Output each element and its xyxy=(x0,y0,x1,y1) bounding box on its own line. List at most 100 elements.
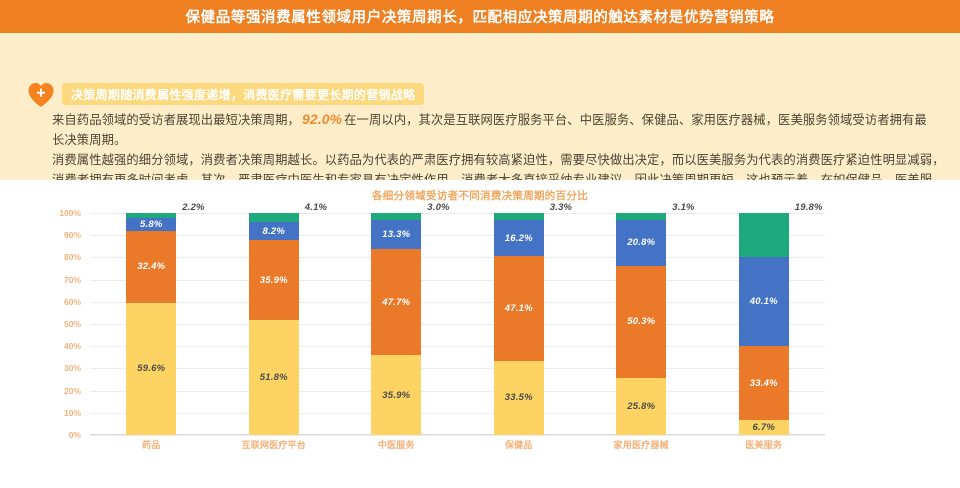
y-axis-tick: 100% xyxy=(59,208,81,218)
x-axis-label: 家用医疗器械 xyxy=(613,440,669,450)
bar-group[interactable]: 51.8% 35.9% 8.2% 4.1% xyxy=(213,202,336,435)
bar-segment[interactable]: 19.8% xyxy=(738,202,822,257)
p1-text-before: 来自药品领域的受访者展现出最短决策周期， xyxy=(52,113,300,127)
gridline xyxy=(90,368,825,369)
bar-group[interactable]: 25.8% 50.3% 20.8% 3.1% xyxy=(580,202,703,435)
y-axis-tick: 10% xyxy=(63,408,81,418)
chart-x-labels: 药品 互联网医疗平台 中医服务 保健品 家用医疗器械 医美服务 xyxy=(90,438,825,451)
bar-value-label: 35.9% xyxy=(259,274,288,286)
p1-text-after: 在一周以内，其次是互联网医疗服务平台、中医服务、保健品、家用医疗器械，医美服务领… xyxy=(344,113,927,127)
bar-segment[interactable]: 33.5% xyxy=(493,360,544,435)
chart-x-axis xyxy=(90,434,825,435)
bar-value-label: 35.9% xyxy=(382,389,411,401)
gridline xyxy=(90,302,825,303)
bar-segment[interactable]: 33.4% xyxy=(738,346,789,421)
bar-segment[interactable]: 5.8% xyxy=(126,217,177,231)
bar-segment[interactable]: 20.8% xyxy=(616,219,667,267)
bar-segment[interactable]: 35.9% xyxy=(371,355,422,435)
bar-segment[interactable]: 8.2% xyxy=(248,222,299,241)
bar-value-label: 3.0% xyxy=(427,202,450,214)
bar-segment[interactable]: 35.9% xyxy=(248,240,299,321)
bar-segment[interactable]: 47.7% xyxy=(371,249,422,356)
bar-segment[interactable]: 6.7% xyxy=(738,420,789,435)
bar-segment[interactable]: 2.2% xyxy=(126,202,205,218)
bar-value-label: 59.6% xyxy=(137,363,166,375)
bar-segment[interactable]: 40.1% xyxy=(738,256,789,346)
stacked-bar[interactable]: 25.8% 50.3% 20.8% 3.1% xyxy=(616,202,695,435)
bar-segment[interactable]: 51.8% xyxy=(248,320,299,435)
bar-value-label: 50.3% xyxy=(627,316,656,328)
x-axis-label: 保健品 xyxy=(504,440,533,450)
chart-plot-area: 100% 90% 80% 70% 60% 50% 40% 30% 20% 10% 0% 59.6% 3… xyxy=(59,202,826,440)
bar-value-label: 47.7% xyxy=(382,296,411,308)
bar-value-label: 5.8% xyxy=(140,218,163,230)
summary-panel: 决策周期随消费属性强度递增，消费医疗需要更长期的营销战略 来自药品领域的受访者展… xyxy=(0,33,960,206)
y-axis-tick: 40% xyxy=(63,341,81,351)
subtitle-text: 决策周期随消费属性强度递增，消费医疗需要更长期的营销战略 xyxy=(71,87,416,102)
bar-value-label: 19.8% xyxy=(794,202,823,214)
bar-segment[interactable]: 25.8% xyxy=(616,377,667,435)
bar-group[interactable]: 35.9% 47.7% 13.3% 3.0% xyxy=(335,202,458,435)
gridline xyxy=(90,435,825,436)
bar-value-label: 4.1% xyxy=(304,202,328,214)
bar-group[interactable]: 6.7% 33.4% 40.1% 19.8% xyxy=(703,202,826,435)
gridline xyxy=(90,324,825,325)
chart-container: 各细分领域受访者不同消费决策周期的百分比 100% 90% 80% 70% 60% 50%… xyxy=(0,180,960,488)
bar-value-label: 47.1% xyxy=(504,302,533,314)
bar-segment[interactable]: 4.1% xyxy=(248,202,327,223)
bar-segment[interactable]: 59.6% xyxy=(126,302,177,435)
gridline xyxy=(90,213,825,214)
bar-value-label: 16.2% xyxy=(504,232,533,244)
paragraph-1: 来自药品领域的受访者展现出最短决策周期， 92.0% 在一周以内，其次是互联网医疗服… xyxy=(52,110,932,150)
stacked-bar[interactable]: 35.9% 47.7% 13.3% 3.0% xyxy=(371,202,450,435)
paragraph-1-line-2: 长决策周期。 xyxy=(52,132,127,147)
bar-value-label: 32.4% xyxy=(137,261,166,273)
bar-value-label: 3.3% xyxy=(549,202,573,213)
stacked-bar[interactable]: 33.5% 47.1% 16.2% 3.3% xyxy=(493,202,572,435)
paragraph-1-line-1: 来自药品领域的受访者展现出最短决策周期， 92.0% 在一周以内，其次是互联网医疗服… xyxy=(52,110,932,131)
subtitle-highlight-bar: 决策周期随消费属性强度递增，消费医疗需要更长期的营销战略 xyxy=(62,83,425,105)
x-axis-label: 药品 xyxy=(142,440,161,450)
y-axis-tick: 70% xyxy=(63,275,81,285)
bar-value-label: 51.8% xyxy=(259,372,288,383)
bar-segment[interactable]: 47.1% xyxy=(493,256,544,361)
header-banner: 保健品等强消费属性领域用户决策周期长，匹配相应决策周期的触达素材是优势营销策略 xyxy=(0,0,960,33)
bar-segment[interactable]: 50.3% xyxy=(616,266,667,378)
bar-segment[interactable]: 13.3% xyxy=(371,219,422,250)
bar-value-label: 33.5% xyxy=(504,392,533,404)
bar-value-label: 6.7% xyxy=(752,422,775,434)
y-axis-tick: 50% xyxy=(63,319,81,329)
bar-value-label: 20.8% xyxy=(627,237,656,249)
y-axis-tick: 90% xyxy=(63,230,81,240)
bar-value-label: 25.8% xyxy=(627,400,656,412)
stacked-bar[interactable]: 51.8% 35.9% 8.2% 4.1% xyxy=(248,202,327,435)
y-axis-tick: 60% xyxy=(63,297,81,307)
bar-value-label: 40.1% xyxy=(749,295,778,307)
chart-title: 各细分领域受访者不同消费决策周期的百分比 xyxy=(372,190,588,202)
page-title: 保健品等强消费属性领域用户决策周期长，匹配相应决策周期的触达素材是优势营销策略 xyxy=(185,10,775,26)
stacked-bar[interactable]: 59.6% 32.4% 5.8% 2.2% xyxy=(126,202,205,435)
x-axis-label: 互联网医疗平台 xyxy=(241,440,306,450)
bar-segment[interactable]: 32.4% xyxy=(126,230,177,303)
y-axis-tick: 30% xyxy=(63,363,81,373)
bar-group[interactable]: 33.5% 47.1% 16.2% 3.3% xyxy=(458,202,581,435)
bar-segment[interactable]: 3.1% xyxy=(616,202,695,220)
bar-segment[interactable]: 3.3% xyxy=(493,202,572,221)
gridline xyxy=(90,391,825,392)
bar-segment[interactable]: 16.2% xyxy=(493,220,544,257)
paragraph-2-line-1: 消费属性越强的细分领域，消费者决策周期越长。以药品为代表的严肃医疗拥有较高紧迫性… xyxy=(52,153,945,167)
heart-plus-icon xyxy=(27,82,55,108)
y-axis-tick: 20% xyxy=(63,386,81,396)
bar-value-label: 3.1% xyxy=(672,202,695,214)
gridline xyxy=(90,235,825,236)
y-axis-tick: 0% xyxy=(68,430,81,440)
bar-group[interactable]: 59.6% 32.4% 5.8% 2.2% xyxy=(90,202,213,435)
bar-segment[interactable]: 3.0% xyxy=(371,202,450,220)
gridline xyxy=(90,257,825,258)
bar-value-label: 13.3% xyxy=(382,229,411,241)
stacked-bar[interactable]: 6.7% 33.4% 40.1% 19.8% xyxy=(738,202,822,435)
stat-highlight: 92.0% xyxy=(301,111,343,127)
x-axis-label: 医美服务 xyxy=(745,440,783,450)
bar-value-label: 2.2% xyxy=(182,202,205,214)
